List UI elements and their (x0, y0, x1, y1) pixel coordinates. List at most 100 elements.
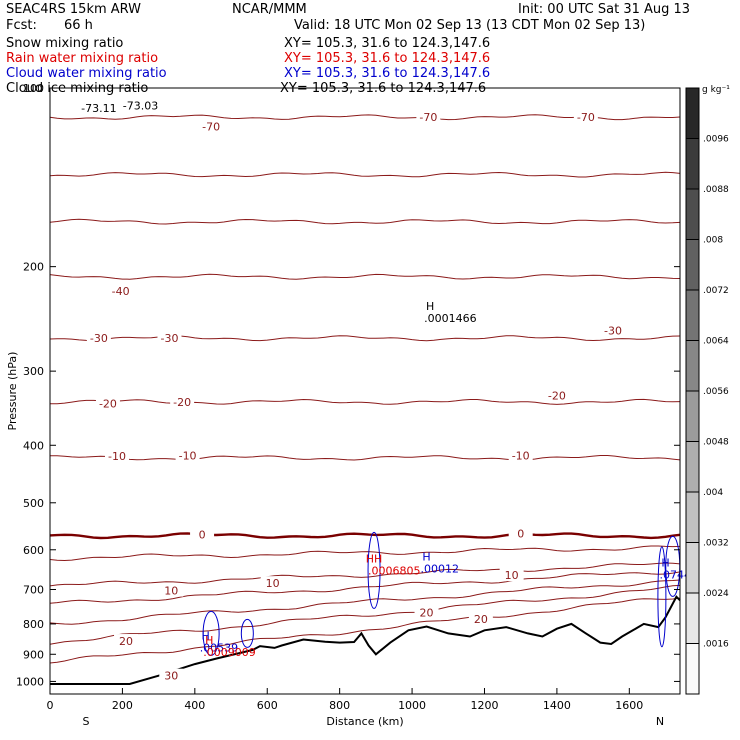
colorbar: .0096 .0088 .008 .0072 .0064 .0056 .0048 .004 .0… (685, 85, 730, 695)
isotherm-label: -20 (99, 397, 117, 410)
y-tick-label: 400 (23, 439, 44, 452)
colorbar-swatch (686, 391, 699, 442)
isotherm-label: -10 (179, 449, 197, 462)
isotherm-label-bg (157, 331, 182, 345)
isotherm-layer (49, 114, 681, 664)
field-name-cloud-water: Cloud water mixing ratio (6, 66, 167, 81)
cloud-water-max-marker: H (202, 630, 210, 643)
x-tick-label: 1600 (615, 699, 643, 712)
isotherm-label-bg (468, 612, 493, 626)
cloud-water-max-value: .00539 (200, 642, 239, 655)
cloud-water-max-marker: H (661, 556, 669, 569)
isotherm-label: -30 (604, 324, 622, 337)
isotherm-5 (49, 545, 681, 562)
colorbar-swatch (686, 542, 699, 593)
isotherm-label: 10 (505, 569, 519, 582)
north-label: N (656, 715, 664, 728)
colorbar-swatch (686, 593, 699, 644)
isotherm-label: -70 (577, 111, 595, 124)
colorbar-tick-label: .0032 (703, 539, 729, 549)
isotherm-label: -70 (419, 111, 437, 124)
isotherm-label-bg (159, 583, 184, 597)
isotherm-20 (49, 579, 681, 625)
valid-time: Valid: 18 UTC Mon 02 Sep 13 (13 CDT Mon … (294, 18, 646, 33)
isotherm-label: -73.11 (81, 102, 116, 115)
isotherm-label-bg (159, 668, 184, 682)
isotherm-10 (49, 562, 681, 587)
isotherm-label: 20 (420, 606, 434, 619)
y-tick-label: 200 (23, 261, 44, 274)
y-tick-label: 800 (23, 618, 44, 631)
isotherm-label-bg (508, 526, 533, 540)
x-tick-label: 1400 (543, 699, 571, 712)
colorbar-swatch (686, 340, 699, 391)
y-tick-label: 300 (23, 365, 44, 378)
x-tick-label: 800 (329, 699, 350, 712)
cloud-water-max-value: .00012 (421, 562, 460, 575)
isotherm-label-bg (108, 284, 133, 298)
y-axis-label: Pressure (hPa) (6, 352, 19, 431)
isotherm-label-bg (170, 394, 195, 408)
colorbar-swatch (686, 138, 699, 189)
rain-max-value: .0006805 (368, 564, 421, 577)
isotherm-label-bg (104, 449, 129, 463)
cloud-water-contour (367, 531, 381, 609)
cloud-water-max-value: .0744 (660, 568, 692, 581)
y-tick-label: 500 (23, 497, 44, 510)
isotherm-label-bg (416, 110, 441, 124)
colorbar-unit: g kg⁻¹ (702, 85, 730, 95)
isotherm-label: -70 (202, 120, 220, 133)
x-tick-label: 1200 (470, 699, 498, 712)
isotherm-label: -20 (548, 390, 566, 403)
fcst-value: 66 h (64, 18, 93, 33)
isotherm-30 (49, 597, 681, 664)
y-tick-label: 1000 (16, 675, 44, 688)
y-tick-label: 100 (23, 82, 44, 95)
colorbar-tick-label: .0088 (703, 185, 729, 195)
isotherm-label-bg (95, 396, 120, 410)
x-tick-label: 0 (47, 699, 54, 712)
isotherm-label-bg (508, 448, 533, 462)
colorbar-tick-label: .008 (703, 236, 723, 246)
isotherm--50 (49, 218, 681, 225)
colorbar-tick-label: .0072 (703, 286, 729, 296)
label-layer: -73.11 -73.03 -70 -70 -70 -40 -30 -30 -30 -20 -20 -… (81, 98, 692, 683)
isotherm-label: 20 (474, 613, 488, 626)
colorbar-tick-label: .0096 (703, 135, 729, 145)
isotherm-label-bg (544, 388, 569, 402)
isotherm-label-bg (499, 568, 524, 582)
field-xy-cloud-water: XY= 105.3, 31.6 to 124.3,147.6 (284, 66, 491, 81)
isotherm--40 (49, 273, 681, 280)
x-tick-label: 1000 (398, 699, 426, 712)
isotherm-label-bg (601, 323, 626, 337)
init-time: Init: 00 UTC Sat 31 Aug 13 (518, 2, 691, 17)
isotherm-label-bg (260, 576, 285, 590)
isotherm--20 (49, 398, 681, 405)
isotherm-15 (49, 571, 681, 604)
colorbar-swatch (686, 441, 699, 492)
isotherm-label-bg (414, 605, 439, 619)
snow-max-marker: H (426, 300, 434, 313)
x-tick-label: 400 (184, 699, 205, 712)
colorbar-tick-label: .004 (703, 488, 723, 498)
isotherm-label: -30 (90, 332, 108, 345)
isotherm-label: 10 (164, 585, 178, 598)
terrain-layer (50, 595, 681, 685)
field-name-rain: Rain water mixing ratio (6, 51, 159, 66)
colorbar-swatch (686, 88, 699, 139)
field-xy-rain: XY= 105.3, 31.6 to 124.3,147.6 (284, 51, 491, 66)
isotherm-label: 0 (199, 528, 206, 541)
isotherm-label: 0 (517, 527, 524, 540)
colorbar-tick-label: .0048 (703, 438, 729, 448)
colorbar-swatch (686, 492, 699, 543)
isotherm-label-bg (86, 100, 111, 114)
isotherm--60 (49, 171, 681, 178)
colorbar-tick-label: .0056 (703, 387, 729, 397)
isotherm-label-bg (199, 119, 224, 133)
isotherm-label-bg (114, 634, 139, 648)
fcst-label: Fcst: (6, 18, 37, 33)
cloud-water-max-marker: H (422, 550, 430, 563)
isotherm-label: -20 (173, 396, 191, 409)
